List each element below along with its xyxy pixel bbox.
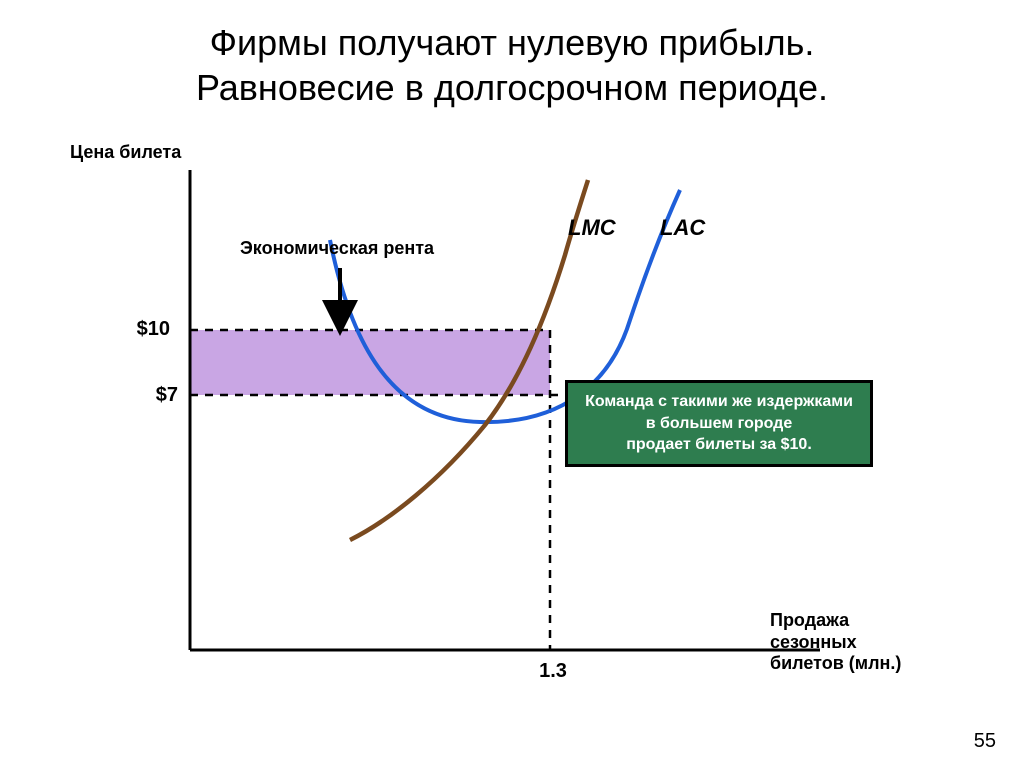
info-box: Команда с такими же издержками в большем… — [565, 380, 873, 467]
y-axis-label: Цена билета — [70, 142, 181, 163]
info-line-3: продает билеты за $10. — [626, 436, 812, 453]
rent-label: Экономическая рента — [240, 238, 434, 259]
chart: Цена билета — [90, 160, 910, 700]
x-axis-label: Продажасезонныхбилетов (млн.) — [770, 610, 930, 675]
slide: Фирмы получают нулевую прибыль. Равновес… — [0, 0, 1024, 767]
info-line-2: в большем городе — [646, 415, 792, 432]
x-axis-label-text: Продажасезонныхбилетов (млн.) — [770, 610, 901, 673]
xtick-13: 1.3 — [538, 660, 568, 683]
page-number: 55 — [974, 730, 996, 753]
slide-title: Фирмы получают нулевую прибыль. Равновес… — [0, 20, 1024, 110]
title-line-1: Фирмы получают нулевую прибыль. — [210, 22, 815, 63]
lmc-label: LMC — [568, 215, 616, 241]
title-line-2: Равновесие в долгосрочном периоде. — [196, 67, 828, 108]
rent-area — [190, 330, 550, 395]
ytick-7: $7 — [128, 384, 178, 407]
info-line-1: Команда с такими же издержками — [585, 393, 853, 410]
lac-label: LAC — [660, 215, 705, 241]
ytick-10: $10 — [120, 318, 170, 341]
